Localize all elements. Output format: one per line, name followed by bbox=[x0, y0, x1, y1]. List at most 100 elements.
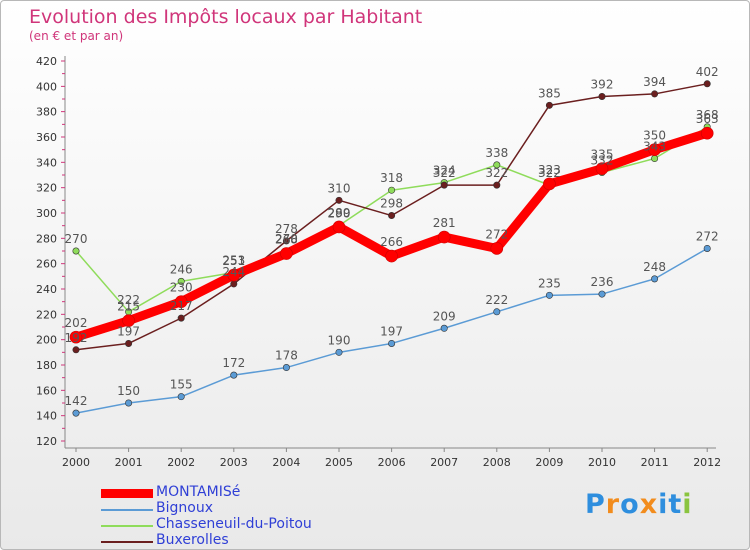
data-label: 363 bbox=[696, 112, 719, 126]
x-tick-label: 2007 bbox=[430, 456, 458, 469]
y-tick-label: 120 bbox=[36, 435, 57, 448]
data-point bbox=[490, 242, 504, 255]
data-label: 266 bbox=[380, 235, 403, 249]
chart-subtitle: (en € et par an) bbox=[29, 29, 124, 43]
logo-letter: r bbox=[605, 489, 621, 520]
data-label: 385 bbox=[538, 86, 561, 100]
logo-letter: x bbox=[639, 489, 659, 520]
data-label: 235 bbox=[538, 276, 561, 290]
data-label: 215 bbox=[117, 300, 140, 314]
data-label: 323 bbox=[538, 163, 561, 177]
legend-swatch bbox=[101, 489, 153, 498]
data-label: 332 bbox=[591, 153, 614, 167]
data-label: 202 bbox=[65, 316, 88, 330]
logo-letter: o bbox=[620, 489, 640, 520]
data-point bbox=[335, 196, 343, 204]
data-point bbox=[174, 295, 188, 308]
data-label: 222 bbox=[485, 293, 508, 307]
data-label: 268 bbox=[275, 233, 298, 247]
data-label: 192 bbox=[65, 331, 88, 345]
data-point bbox=[440, 324, 448, 332]
data-point bbox=[598, 290, 606, 298]
data-point bbox=[388, 186, 396, 194]
data-point bbox=[545, 101, 553, 109]
data-label: 190 bbox=[328, 333, 351, 347]
x-tick-label: 2001 bbox=[115, 456, 143, 469]
logo-letter: i bbox=[658, 489, 669, 520]
data-label: 253 bbox=[222, 254, 245, 268]
data-label: 335 bbox=[591, 148, 614, 162]
x-tick-label: 2000 bbox=[62, 456, 90, 469]
y-tick-label: 180 bbox=[36, 359, 57, 372]
data-point bbox=[230, 280, 238, 288]
y-tick-label: 160 bbox=[36, 384, 57, 397]
x-tick-label: 2009 bbox=[535, 456, 563, 469]
data-label: 197 bbox=[117, 324, 140, 338]
y-tick-label: 380 bbox=[36, 106, 57, 119]
data-label: 230 bbox=[170, 281, 193, 295]
data-point bbox=[230, 371, 238, 379]
data-point bbox=[651, 155, 659, 163]
data-point bbox=[703, 80, 711, 88]
data-label: 318 bbox=[380, 171, 403, 185]
y-tick-label: 260 bbox=[36, 258, 57, 271]
data-point bbox=[493, 181, 501, 189]
data-label: 178 bbox=[275, 349, 298, 363]
x-tick-label: 2005 bbox=[325, 456, 353, 469]
data-labels: 142 150 155 172 178 190 197 209 222 235 236 248 272 2… bbox=[65, 65, 719, 408]
data-label: 251 bbox=[222, 254, 245, 268]
data-point bbox=[280, 247, 293, 260]
data-point bbox=[700, 126, 714, 140]
data-label: 272 bbox=[696, 229, 719, 243]
data-label: 290 bbox=[328, 207, 351, 221]
data-label: 350 bbox=[643, 129, 666, 143]
legend-swatch bbox=[101, 525, 153, 527]
data-label: 142 bbox=[65, 394, 88, 408]
data-label: 270 bbox=[65, 232, 88, 246]
data-label: 270 bbox=[275, 232, 298, 246]
data-point bbox=[648, 143, 661, 156]
y-tick-label: 400 bbox=[36, 80, 57, 93]
data-point bbox=[388, 212, 396, 220]
data-point bbox=[703, 244, 711, 252]
data-label: 172 bbox=[222, 356, 245, 370]
x-tick-label: 2008 bbox=[483, 456, 511, 469]
y-tick-label: 320 bbox=[36, 182, 57, 195]
x-tick-label: 2011 bbox=[641, 456, 669, 469]
data-label: 322 bbox=[433, 166, 456, 180]
legend-label: Bignoux bbox=[156, 500, 213, 516]
data-point bbox=[440, 181, 448, 189]
data-point bbox=[545, 291, 553, 299]
data-label: 298 bbox=[380, 197, 403, 211]
data-label: 217 bbox=[170, 299, 193, 313]
data-point bbox=[543, 177, 556, 191]
data-point bbox=[388, 339, 396, 347]
data-label: 278 bbox=[275, 222, 298, 236]
data-label: 343 bbox=[643, 140, 666, 154]
data-point bbox=[72, 346, 80, 354]
y-tick-label: 280 bbox=[36, 232, 57, 245]
data-label: 222 bbox=[117, 293, 140, 307]
y-tick-label: 220 bbox=[36, 308, 57, 321]
data-point bbox=[595, 162, 609, 175]
x-tick-label: 2006 bbox=[378, 456, 406, 469]
data-point bbox=[493, 308, 501, 316]
data-point bbox=[177, 314, 185, 322]
y-tick-label: 340 bbox=[36, 156, 57, 169]
data-point bbox=[69, 330, 83, 344]
y-tick-label: 300 bbox=[36, 207, 57, 220]
data-label: 281 bbox=[433, 216, 456, 230]
data-label: 392 bbox=[591, 77, 614, 91]
data-point bbox=[332, 220, 346, 234]
data-point bbox=[177, 277, 185, 285]
x-tick-label: 2004 bbox=[272, 456, 300, 469]
legend-label: Chasseneuil-du-Poitou bbox=[156, 516, 312, 532]
data-point bbox=[437, 230, 451, 244]
data-point bbox=[335, 348, 343, 356]
data-label: 272 bbox=[485, 227, 508, 241]
y-tick-label: 200 bbox=[36, 334, 57, 347]
data-point bbox=[125, 339, 133, 347]
y-tick-label: 240 bbox=[36, 283, 57, 296]
